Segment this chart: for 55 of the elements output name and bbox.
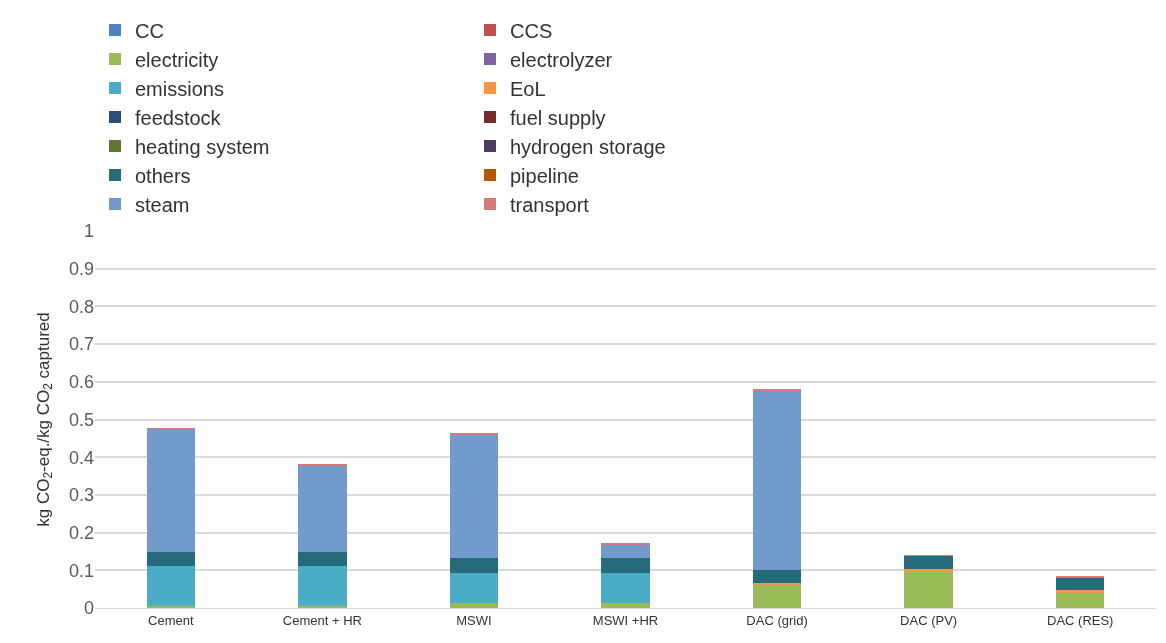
y-tick-label: 0.8 [68, 296, 94, 317]
legend-label: steam [135, 193, 190, 216]
legend-label: feedstock [135, 106, 222, 129]
bar [752, 569, 802, 583]
legend-label: heating system [135, 135, 270, 158]
bar [298, 465, 347, 553]
x-tick-label: MSWI [456, 612, 492, 628]
bar [752, 585, 802, 608]
bar [1055, 592, 1105, 608]
legend-label: others [135, 164, 191, 187]
x-tick-label: Cement + HR [282, 612, 362, 628]
bar [601, 603, 650, 608]
x-tick-label: DAC (PV) [900, 612, 958, 628]
legend-label: electricity [135, 48, 219, 71]
legend-label: CCS [510, 19, 553, 42]
legend-label: EoL [510, 77, 546, 100]
x-tick-label: MSWI +HR [592, 612, 659, 628]
bar [601, 572, 650, 604]
bar [146, 428, 196, 553]
x-tick-label: Cement [148, 612, 194, 628]
legend-label: pipeline [510, 164, 579, 187]
bar [449, 603, 499, 608]
y-tick-label: 0.9 [68, 259, 94, 279]
legend-label: CC [135, 19, 164, 42]
legend-label: transport [510, 193, 590, 216]
bar [1055, 590, 1105, 593]
y-tick-label: 0.2 [68, 522, 94, 543]
bar [146, 552, 196, 567]
bar [1055, 577, 1105, 591]
bar [298, 566, 347, 607]
bar [449, 434, 499, 558]
bar [904, 569, 953, 572]
bar [449, 572, 499, 604]
y-tick-label: 0.4 [68, 447, 94, 468]
y-tick-label: 0 [83, 598, 94, 619]
bar [752, 390, 802, 570]
bar [449, 557, 499, 573]
bar [904, 555, 953, 570]
y-tick-label: 0.3 [68, 485, 94, 506]
bar [601, 557, 650, 573]
bar [601, 544, 650, 558]
legend-label: fuel supply [510, 106, 606, 129]
y-tick-label: 0.6 [68, 372, 94, 393]
legend-label: hydrogen storage [510, 135, 666, 158]
y-tick-label: 0.7 [68, 334, 94, 355]
bar [146, 566, 196, 607]
y-tick-label: 1 [83, 221, 94, 242]
bar [298, 552, 347, 567]
bar [904, 571, 953, 608]
y-tick-label: 0.5 [68, 409, 94, 430]
x-tick-label: DAC (RES) [1046, 612, 1114, 628]
x-tick-label: DAC (grid) [746, 612, 808, 628]
y-tick-label: 0.1 [68, 560, 94, 581]
legend-label: electrolyzer [510, 48, 613, 71]
legend-label: emissions [135, 77, 224, 100]
